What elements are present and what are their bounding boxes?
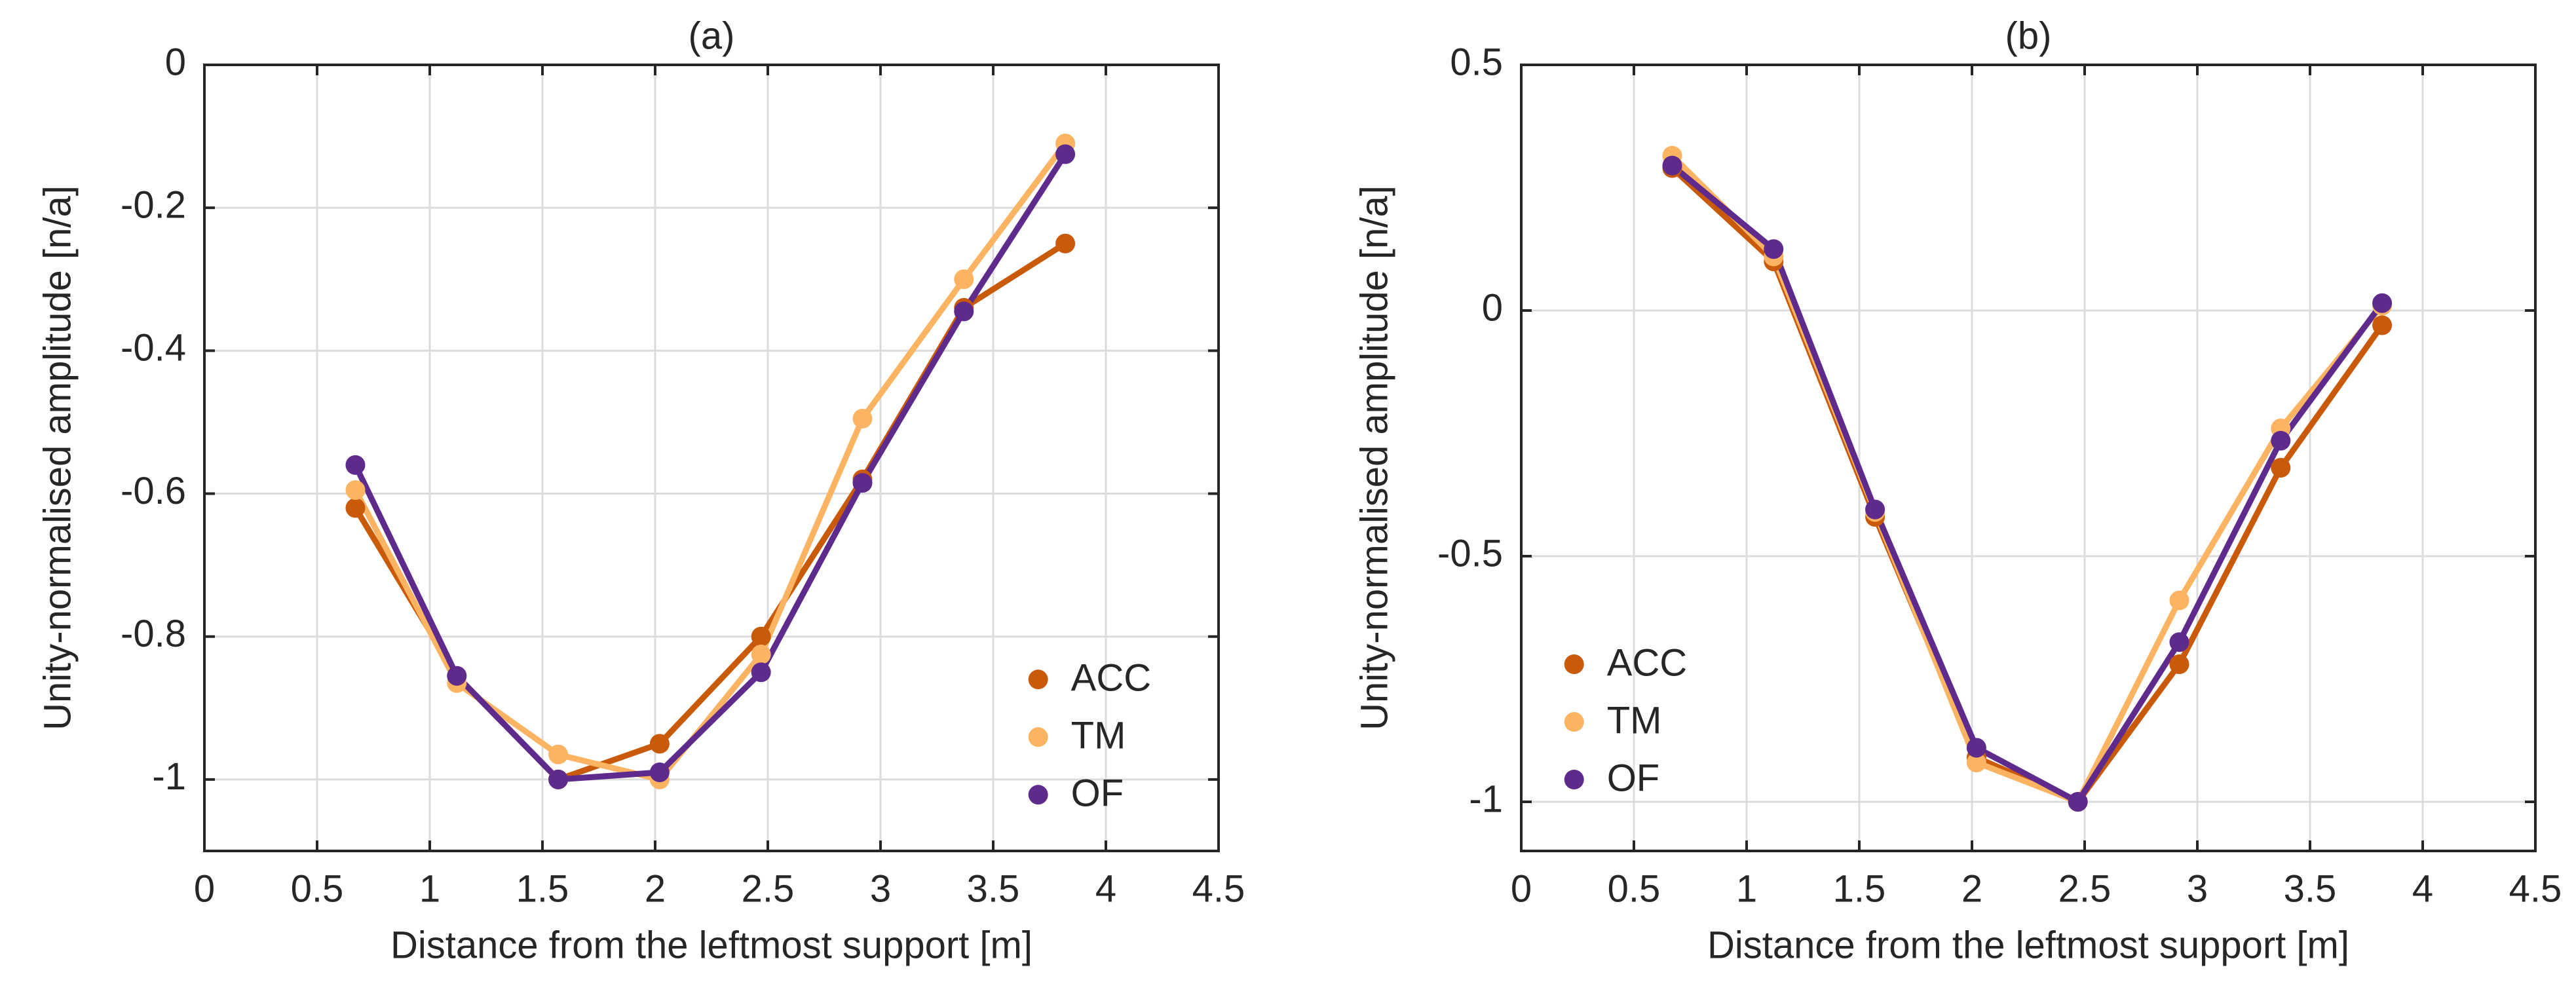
axes-box-0 xyxy=(203,64,1220,852)
y-tick-label-0: -0.4 xyxy=(121,327,186,369)
y-axis-label-0: Unity-normalised amplitude [n/a] xyxy=(36,185,79,730)
data-point-of-1 xyxy=(2271,430,2291,451)
x-tick-label-1: 0 xyxy=(1511,867,1532,910)
y-tick-label-0: -1 xyxy=(152,755,186,798)
legend-label-tm-1: TM xyxy=(1607,699,1662,742)
y-tick-label-0: -0.2 xyxy=(121,184,186,227)
data-point-tm-0 xyxy=(345,480,366,500)
data-point-of-1 xyxy=(1662,155,1682,176)
y-tick-label-1: -1 xyxy=(1469,778,1503,820)
data-point-tm-0 xyxy=(954,269,974,290)
legend-label-of-0: OF xyxy=(1071,772,1124,815)
data-point-of-1 xyxy=(1865,499,1885,519)
legend-marker-acc-1 xyxy=(1564,654,1584,674)
x-tick-label-1: 1.5 xyxy=(1833,867,1886,910)
legend-label-of-1: OF xyxy=(1607,757,1660,799)
y-tick-label-1: -0.5 xyxy=(1437,532,1503,575)
data-point-acc-1 xyxy=(2169,654,2189,674)
x-axis-label-0: Distance from the leftmost support [m] xyxy=(390,924,1032,966)
data-point-of-1 xyxy=(1764,239,1784,259)
axes-box-1 xyxy=(1520,64,2537,852)
x-tick-label-0: 3 xyxy=(870,867,891,910)
data-point-of-0 xyxy=(852,473,873,493)
x-tick-label-1: 2.5 xyxy=(2058,867,2112,910)
x-tick-label-0: 1.5 xyxy=(516,867,569,910)
data-point-tm-1 xyxy=(1966,753,1986,772)
x-tick-label-1: 4.5 xyxy=(2509,867,2562,910)
x-tick-label-0: 4.5 xyxy=(1192,867,1245,910)
chart-title-0: (a) xyxy=(689,14,735,57)
x-tick-label-1: 4 xyxy=(2412,867,2433,910)
data-point-acc-0 xyxy=(751,626,771,647)
data-point-tm-1 xyxy=(2169,590,2189,611)
x-tick-label-1: 2 xyxy=(1961,867,1982,910)
y-tick-label-0: -0.6 xyxy=(121,470,186,512)
data-point-of-1 xyxy=(2169,632,2189,652)
legend-marker-tm-1 xyxy=(1564,712,1584,732)
data-point-acc-0 xyxy=(345,498,366,518)
y-tick-label-0: -0.8 xyxy=(121,613,186,655)
data-point-of-1 xyxy=(2068,792,2088,812)
series-line-of-1 xyxy=(1670,163,2385,805)
plot-area-1 xyxy=(1521,65,2535,851)
y-tick-label-1: 0 xyxy=(1482,286,1503,329)
data-point-of-0 xyxy=(548,769,569,789)
x-tick-label-0: 2 xyxy=(645,867,666,910)
y-tick-label-0: 0 xyxy=(165,41,186,83)
data-point-tm-0 xyxy=(852,409,873,428)
data-point-of-1 xyxy=(2372,293,2393,313)
data-point-tm-0 xyxy=(751,645,771,664)
data-point-acc-1 xyxy=(2372,315,2393,335)
x-tick-label-1: 3 xyxy=(2187,867,2208,910)
legend-label-acc-0: ACC xyxy=(1071,657,1151,700)
series-line-of-0 xyxy=(352,152,1068,783)
x-tick-label-1: 3.5 xyxy=(2284,867,2337,910)
data-point-acc-0 xyxy=(1055,233,1076,254)
legend-marker-of-0 xyxy=(1028,785,1048,805)
data-point-of-0 xyxy=(1055,144,1076,164)
x-tick-label-1: 1 xyxy=(1736,867,1757,910)
data-point-of-1 xyxy=(1966,738,1986,758)
legend-marker-tm-0 xyxy=(1028,727,1048,747)
x-tick-label-0: 0 xyxy=(194,867,215,910)
x-tick-label-0: 4 xyxy=(1095,867,1116,910)
x-axis-label-1: Distance from the leftmost support [m] xyxy=(1707,924,2349,966)
chart-title-1: (b) xyxy=(2005,14,2052,57)
data-point-of-0 xyxy=(345,455,366,475)
data-point-acc-1 xyxy=(2271,458,2291,478)
data-point-of-0 xyxy=(447,666,467,686)
x-tick-label-0: 1 xyxy=(419,867,440,910)
x-tick-label-0: 2.5 xyxy=(742,867,795,910)
y-axis-label-1: Unity-normalised amplitude [n/a] xyxy=(1353,185,1395,730)
legend-label-tm-0: TM xyxy=(1071,715,1126,757)
legend-label-acc-1: ACC xyxy=(1607,641,1687,684)
data-point-tm-0 xyxy=(548,744,569,764)
legend-marker-acc-0 xyxy=(1028,669,1048,690)
x-tick-label-1: 0.5 xyxy=(1608,867,1661,910)
data-point-of-0 xyxy=(751,662,771,683)
data-point-of-0 xyxy=(954,301,974,322)
data-point-of-0 xyxy=(649,763,670,782)
y-tick-label-1: 0.5 xyxy=(1450,41,1503,83)
x-tick-label-0: 3.5 xyxy=(967,867,1020,910)
x-tick-label-0: 0.5 xyxy=(291,867,344,910)
legend-marker-of-1 xyxy=(1564,770,1584,789)
data-point-acc-0 xyxy=(649,734,670,754)
